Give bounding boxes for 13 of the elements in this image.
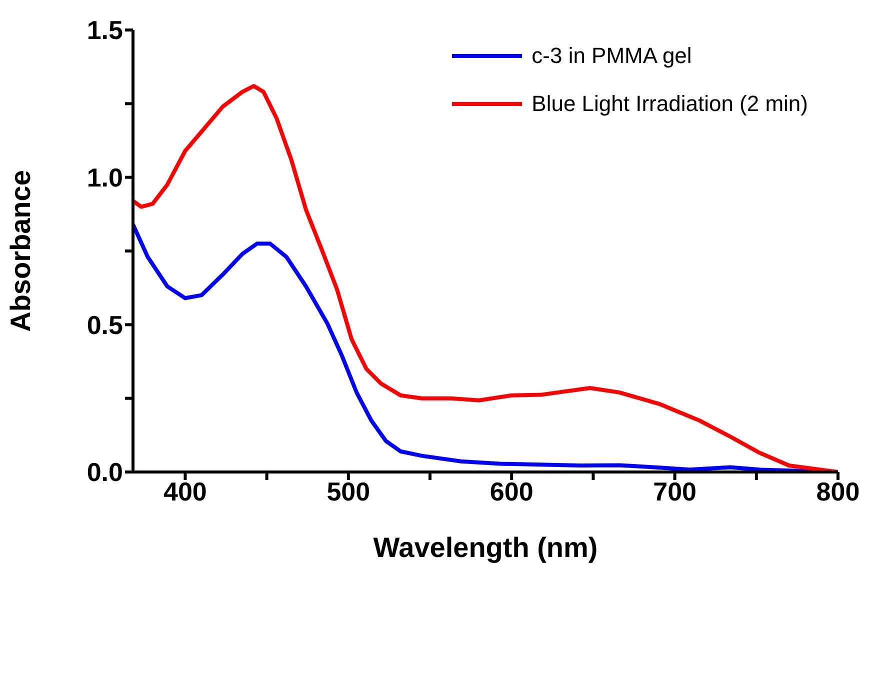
x-tick-label: 700 <box>653 476 696 506</box>
x-tick-label: 500 <box>326 476 370 506</box>
y-axis-title: Absorbance <box>4 170 36 332</box>
x-tick-label: 400 <box>164 476 207 506</box>
y-tick-label: 1.0 <box>86 162 123 193</box>
x-tick-label: 600 <box>490 476 534 506</box>
y-tick-label: 0.0 <box>86 457 123 488</box>
legend-label: c-3 in PMMA gel <box>532 43 692 69</box>
legend-label: Blue Light Irradiation (2 min) <box>532 91 808 117</box>
y-tick-label: 1.5 <box>86 15 123 46</box>
x-tick-label: 800 <box>816 476 860 506</box>
y-tick-label: 0.5 <box>86 310 123 340</box>
x-axis-title: Wavelength (nm) <box>373 532 598 563</box>
